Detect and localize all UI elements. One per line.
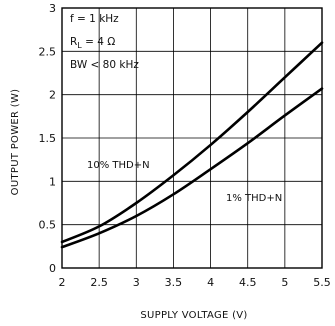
condition-load-prefix: R (70, 36, 77, 48)
y-tick-label: 2 (49, 89, 56, 102)
x-tick-label: 3 (133, 276, 140, 289)
x-tick-label: 5 (281, 276, 288, 289)
condition-load-value: = 4 Ω (82, 36, 116, 48)
grid (62, 8, 322, 268)
y-tick-label: 1.5 (39, 132, 57, 145)
y-tick-label: 3 (49, 2, 56, 15)
x-tick-label: 3.5 (165, 276, 183, 289)
condition-frequency: f = 1 kHz (70, 13, 119, 25)
curves (60, 41, 324, 249)
y-tick-label: 1 (49, 175, 56, 188)
x-tick-label: 4 (207, 276, 214, 289)
x-tick-label: 2.5 (90, 276, 108, 289)
x-axis-title: SUPPLY VOLTAGE (V) (140, 310, 247, 321)
x-tick-label: 5.5 (313, 276, 331, 289)
condition-load-subscript: L (77, 41, 82, 50)
x-tick-label: 4.5 (239, 276, 257, 289)
y-axis-title: OUTPUT POWER (W) (10, 89, 21, 196)
series-label-1pct: 1% THD+N (226, 193, 282, 204)
condition-bandwidth: BW < 80 kHz (70, 59, 139, 71)
plot-frame (61, 7, 323, 269)
x-tick-label: 2 (59, 276, 66, 289)
y-tick-label: 0 (49, 262, 56, 275)
condition-load: RL = 4 Ω (70, 36, 115, 50)
tick-labels: 2 2.5 3 3.5 4 4.5 5 5.5 0 0.5 1 1.5 2 2.5 3 (39, 2, 331, 289)
y-tick-label: 0.5 (39, 219, 57, 232)
series-line-10pct-thd (60, 41, 324, 244)
y-tick-label: 2.5 (39, 45, 57, 58)
series-line-1pct-thd (60, 87, 324, 249)
series-label-10pct: 10% THD+N (87, 160, 150, 171)
